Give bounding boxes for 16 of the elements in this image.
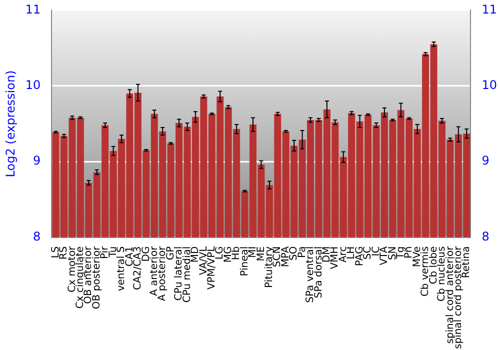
y-tick-label: 9: [33, 154, 41, 168]
x-tick-label: spinal cord posterior: [453, 245, 464, 350]
x-tick-label: OB posterior: [91, 245, 102, 310]
y2-tick-label: 9: [482, 154, 490, 168]
y2-tick-label: 10: [482, 78, 498, 92]
y2-tick-label: 11: [482, 2, 498, 16]
x-tick-label: Pituitary: [264, 246, 276, 288]
x-tick-label: Tg: [395, 246, 406, 260]
x-tick-label: Retina: [461, 246, 472, 278]
y2-tick-label: 8: [482, 229, 490, 244]
x-tick-label: ME: [256, 246, 267, 262]
y-tick-label: 11: [25, 2, 41, 16]
y-axis-title: Log2 (expression): [3, 70, 18, 178]
y-tick-label: 8: [33, 229, 41, 244]
y-tick-label: 10: [25, 78, 41, 92]
x-tick-label: A posterior: [157, 245, 168, 302]
